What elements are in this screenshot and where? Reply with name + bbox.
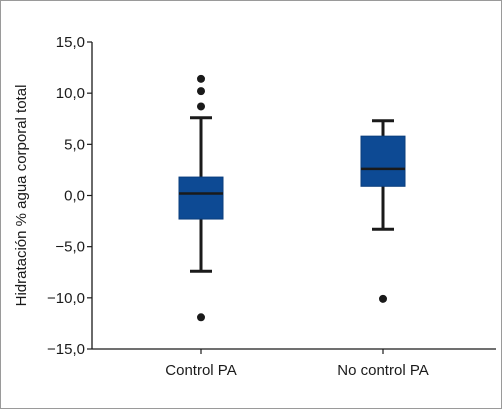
outlier-point	[197, 87, 205, 96]
box-1	[178, 74, 224, 322]
y-ticks-group: 15,0 10,0 5,0 0,0 −5,0 −10,0 −15,0	[47, 34, 92, 358]
iqr-box	[360, 135, 406, 187]
outlier-point	[197, 313, 205, 322]
y-tick-label: 5,0	[64, 136, 85, 153]
iqr-box	[178, 176, 224, 220]
box-2	[360, 119, 406, 303]
x-tick-label: No control PA	[337, 362, 428, 379]
outlier-point	[379, 294, 387, 303]
axes-group	[91, 42, 496, 350]
boxes-group	[178, 74, 406, 322]
y-tick-label: −5,0	[55, 239, 85, 256]
x-ticks-group: Control PA No control PA	[165, 349, 429, 379]
y-axis-title: Hidratación % agua corporal total	[13, 85, 30, 307]
y-tick-label: −15,0	[47, 341, 85, 358]
outlier-point	[197, 74, 205, 83]
outlier-point	[197, 102, 205, 111]
y-tick-label: 0,0	[64, 188, 85, 205]
y-tick-label: −10,0	[47, 290, 85, 307]
y-tick-label: 10,0	[56, 85, 85, 102]
x-tick-label: Control PA	[165, 362, 236, 379]
y-tick-label: 15,0	[56, 34, 85, 51]
